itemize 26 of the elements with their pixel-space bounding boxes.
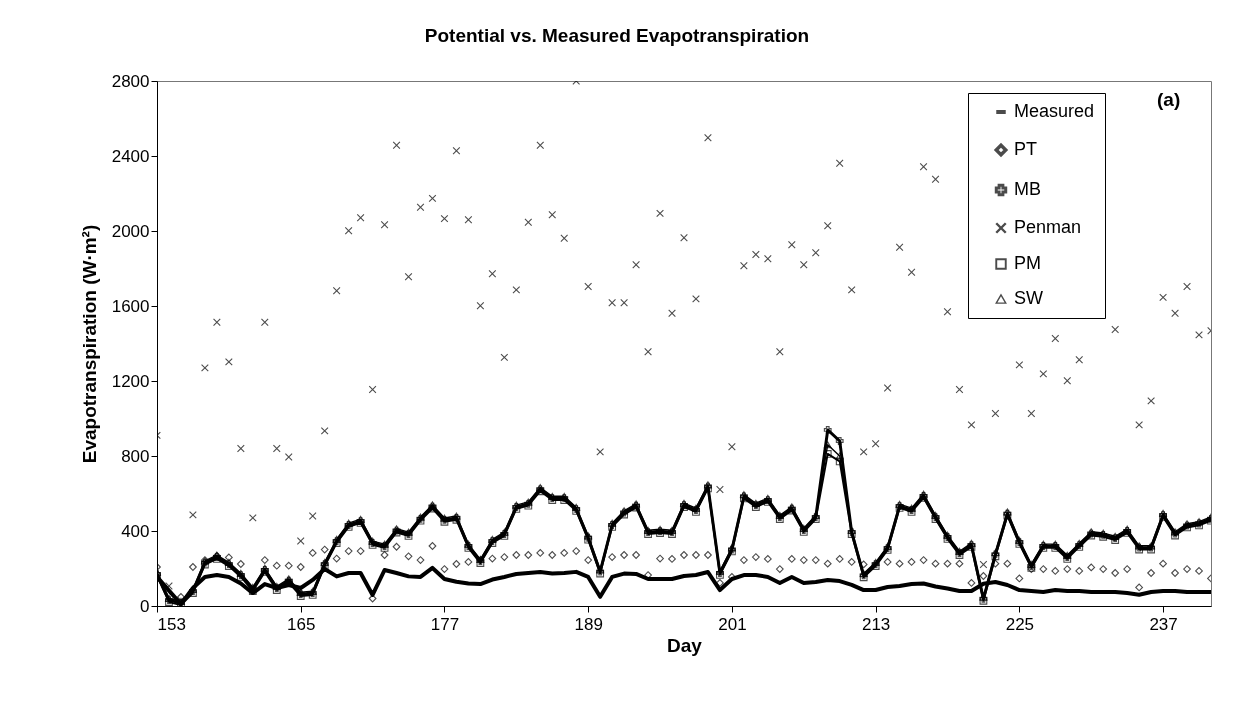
y-tick-label: 400	[121, 521, 150, 541]
y-axis-title: Evapotranspiration (W·m²)	[78, 224, 100, 464]
x-tick-label: 153	[157, 614, 186, 634]
x-tick-label: 213	[861, 614, 891, 634]
x-tick-label: 165	[287, 614, 316, 634]
legend-label: SW	[1014, 288, 1044, 308]
chart-title: Potential vs. Measured Evapotranspiration	[424, 25, 810, 46]
legend-label: PM	[1014, 253, 1041, 273]
annotation: (a)	[1157, 89, 1181, 110]
x-tick-label: 189	[574, 614, 603, 634]
y-tick-label: 2800	[111, 71, 150, 91]
y-tick-label: 2000	[111, 221, 150, 241]
y-tick-label: 2400	[111, 146, 150, 166]
y-tick-label: 1600	[111, 296, 150, 316]
x-tick-label: 177	[430, 614, 460, 634]
y-tick-label: 800	[121, 446, 150, 466]
legend-label: Measured	[1014, 101, 1095, 121]
x-tick-label: 201	[718, 614, 747, 634]
legend-label: MB	[1014, 179, 1041, 199]
y-tick-label: 1200	[111, 371, 150, 391]
y-tick-label: 0	[140, 596, 150, 616]
x-tick-label: 225	[1005, 614, 1035, 634]
legend-label: PT	[1014, 139, 1038, 159]
x-tick-label: 237	[1149, 614, 1178, 634]
x-axis-title: Day	[667, 634, 703, 656]
legend-label: Penman	[1014, 217, 1082, 237]
